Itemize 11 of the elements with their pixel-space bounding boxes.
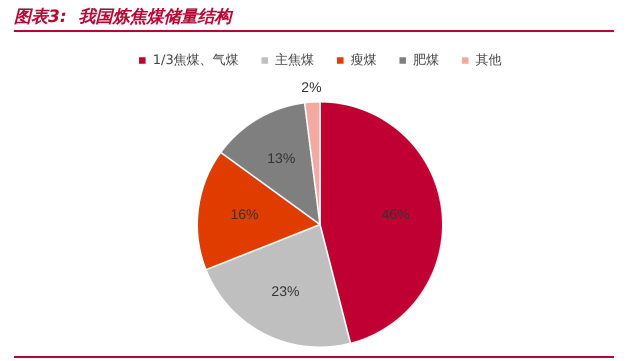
data-label: 46% — [381, 206, 410, 222]
legend-label: 瘦煤 — [350, 52, 377, 68]
chart-title: 图表3: 我国炼焦煤储量结构 — [14, 4, 614, 32]
data-label: 23% — [271, 283, 300, 300]
legend-label: 其他 — [476, 52, 502, 68]
legend-label: 1/3焦煤、气煤 — [152, 52, 239, 68]
data-label: 13% — [267, 150, 296, 166]
data-label: 2% — [301, 78, 322, 95]
data-label: 16% — [230, 206, 259, 222]
legend-label: 肥煤 — [413, 52, 440, 68]
legend-label: 主焦煤 — [275, 52, 314, 68]
